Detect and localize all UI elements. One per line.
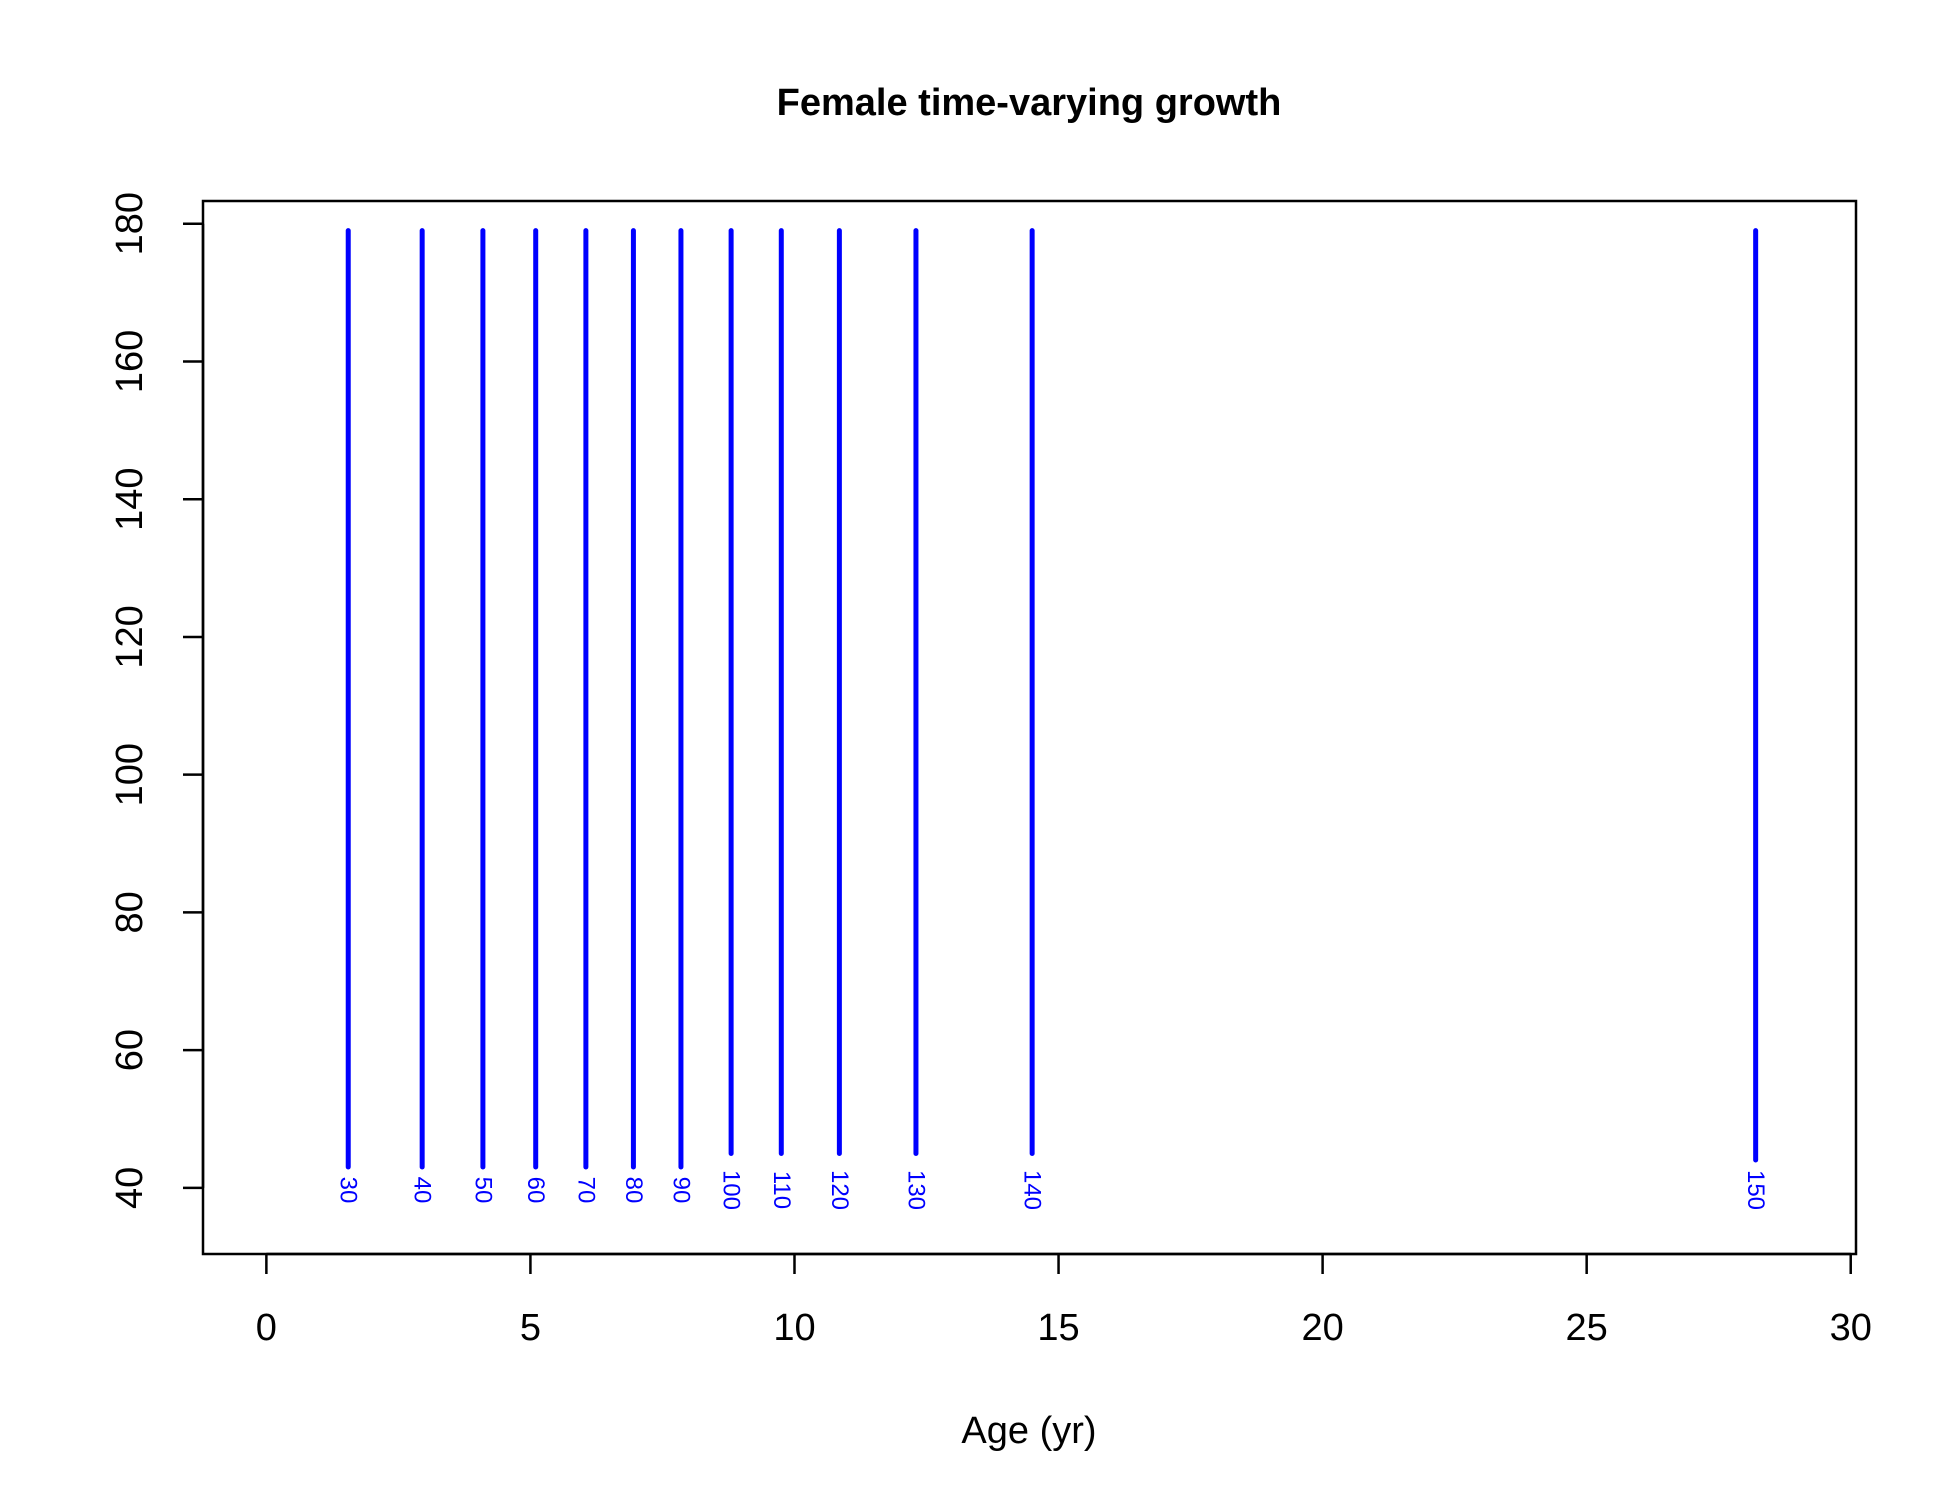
- contour-label: 80: [620, 1177, 647, 1204]
- y-tick-label: 140: [109, 467, 151, 530]
- x-tick-label: 30: [1830, 1307, 1872, 1349]
- x-tick-label: 25: [1566, 1307, 1608, 1349]
- contour-label: 30: [335, 1177, 362, 1204]
- contour-150: 150: [1742, 228, 1769, 1210]
- contour-30: 30: [335, 228, 362, 1204]
- y-tick-label: 80: [109, 891, 151, 933]
- contour-100: 100: [718, 228, 745, 1210]
- contour-60: 60: [522, 228, 549, 1204]
- contour-label: 90: [667, 1177, 694, 1204]
- contour-lines: 30 40 50 60 70 80 90 100 110 120 130 140 150: [335, 228, 1769, 1210]
- contour-90: 90: [667, 228, 694, 1204]
- y-tick-label: 180: [109, 192, 151, 255]
- y-tick-label: 40: [109, 1167, 151, 1209]
- x-tick-label: 20: [1301, 1307, 1343, 1349]
- x-tick-label: 0: [256, 1307, 277, 1349]
- x-axis-label: Age (yr): [961, 1410, 1096, 1452]
- y-tick-label: 100: [109, 743, 151, 806]
- contour-140: 140: [1019, 228, 1046, 1210]
- x-tick-label: 5: [520, 1307, 541, 1349]
- contour-80: 80: [620, 228, 647, 1204]
- contour-label: 120: [826, 1170, 853, 1210]
- x-tick-label: 15: [1037, 1307, 1079, 1349]
- contour-label: 140: [1019, 1170, 1046, 1210]
- contour-label: 150: [1742, 1170, 1769, 1210]
- y-tick-label: 60: [109, 1029, 151, 1071]
- contour-label: 50: [469, 1177, 496, 1204]
- x-axis: 0 5 10 15 20 25 30: [256, 1252, 1872, 1349]
- contour-label: 40: [409, 1177, 436, 1204]
- contour-label: 130: [902, 1170, 929, 1210]
- y-tick-label: 160: [109, 330, 151, 393]
- contour-label: 110: [768, 1171, 795, 1209]
- contour-130: 130: [902, 228, 929, 1210]
- chart-title: Female time-varying growth: [777, 82, 1282, 124]
- contour-label: 60: [522, 1177, 549, 1204]
- x-tick-label: 10: [773, 1307, 815, 1349]
- contour-120: 120: [826, 228, 853, 1210]
- contour-label: 70: [572, 1177, 599, 1204]
- y-tick-label: 120: [109, 605, 151, 668]
- y-axis: 40 60 80 100 120 140 160 180: [109, 192, 205, 1209]
- contour-70: 70: [572, 228, 599, 1204]
- contour-label: 100: [718, 1170, 745, 1210]
- plot-frame: [201, 199, 1858, 1256]
- contour-50: 50: [469, 228, 496, 1204]
- contour-110: 110: [768, 228, 795, 1209]
- contour-40: 40: [409, 228, 436, 1204]
